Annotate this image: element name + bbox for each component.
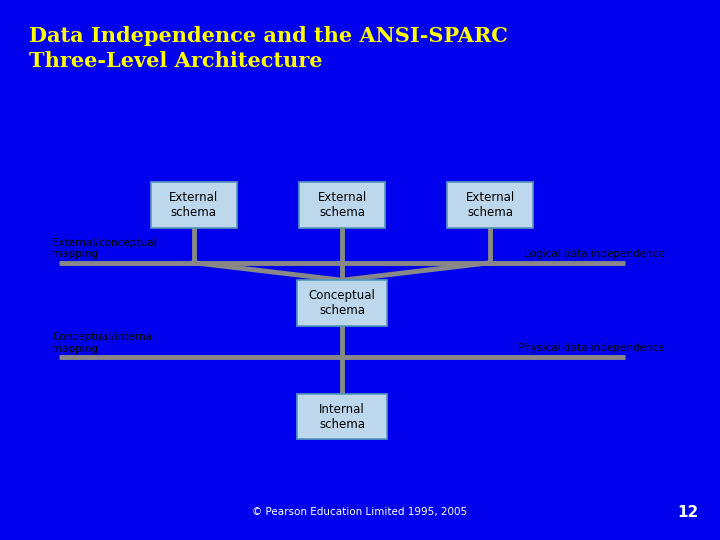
- Text: External
schema: External schema: [169, 191, 218, 219]
- Text: Conceptual/interna
mapping: Conceptual/interna mapping: [52, 332, 153, 354]
- Text: Conceptual
schema: Conceptual schema: [309, 289, 375, 317]
- Text: 12: 12: [677, 504, 698, 519]
- FancyBboxPatch shape: [151, 182, 237, 228]
- Text: Data Independence and the ANSI-SPARC
Three-Level Architecture: Data Independence and the ANSI-SPARC Thr…: [29, 26, 508, 71]
- FancyBboxPatch shape: [297, 394, 387, 440]
- FancyBboxPatch shape: [447, 182, 533, 228]
- Text: External
schema: External schema: [466, 191, 515, 219]
- FancyBboxPatch shape: [300, 182, 385, 228]
- Text: Physical data independence: Physical data independence: [518, 343, 665, 353]
- Text: Internal
schema: Internal schema: [319, 403, 365, 431]
- FancyBboxPatch shape: [297, 280, 387, 326]
- Text: Logical data independence: Logical data independence: [524, 249, 665, 259]
- Text: External
schema: External schema: [318, 191, 366, 219]
- Text: © Pearson Education Limited 1995, 2005: © Pearson Education Limited 1995, 2005: [253, 507, 467, 517]
- Text: External/conceptual
mapping: External/conceptual mapping: [52, 238, 157, 259]
